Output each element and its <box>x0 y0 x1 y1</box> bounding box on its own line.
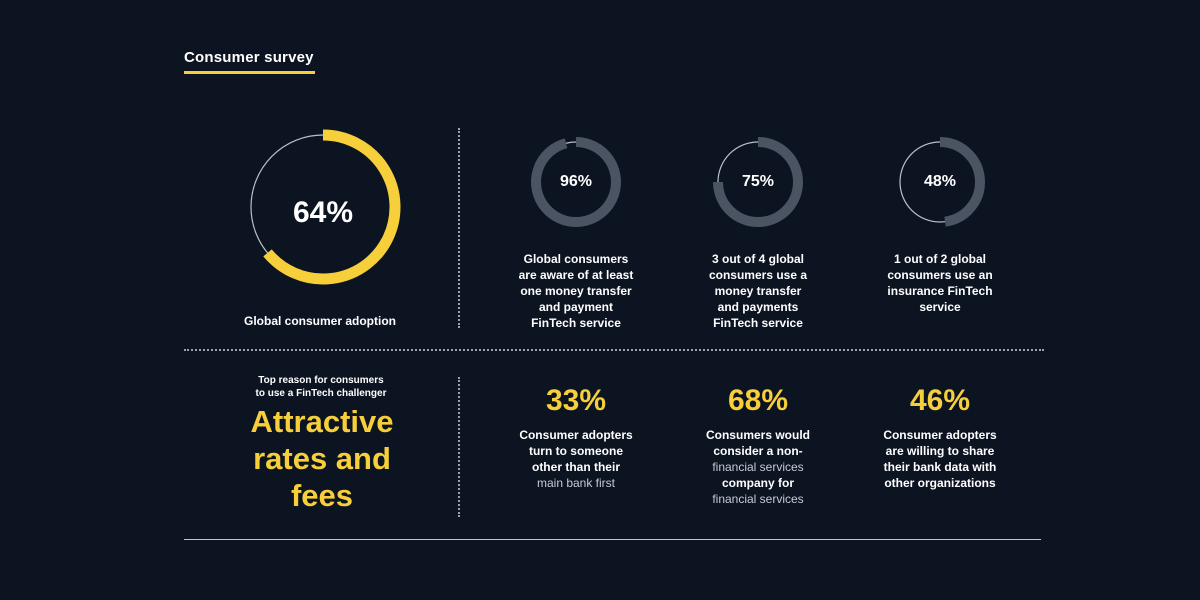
donut-money-transfer-value: 75% <box>741 173 775 190</box>
caption-line: consumers use a <box>708 268 808 282</box>
horizontal-divider <box>184 349 1044 351</box>
caption-line: main bank first <box>536 476 616 490</box>
stat-value-data-sharing: 46% <box>909 384 971 417</box>
vertical-divider-bottom <box>458 377 460 517</box>
caption-awareness: Global consumers are aware of at least o… <box>500 251 652 331</box>
reason-label-line: Top reason for consumers <box>258 375 384 386</box>
caption-line: their bank data with <box>883 460 997 474</box>
caption-insurance: 1 out of 2 global consumers use an insur… <box>864 251 1016 315</box>
donut-money-transfer <box>713 137 803 227</box>
caption-line: financial services <box>712 492 804 506</box>
caption-line: FinTech service <box>531 316 621 330</box>
caption-line: FinTech service <box>713 316 803 330</box>
caption-line: 3 out of 4 global <box>712 252 804 266</box>
caption-money-transfer: 3 out of 4 global consumers use a money … <box>682 251 834 331</box>
stat-caption-nonfinancial: Consumers would consider a non- financia… <box>677 427 839 507</box>
reason-value: Attractive rates and fees <box>224 403 420 514</box>
reason-value-line: fees <box>290 478 354 513</box>
caption-line: are willing to share <box>885 444 995 458</box>
caption-line: Global consumer adoption <box>243 314 396 328</box>
stat-caption-bank: Consumer adopters turn to someone other … <box>495 427 657 491</box>
caption-adoption: Global consumer adoption <box>230 313 410 329</box>
reason-label: Top reason for consumers to use a FinTec… <box>236 374 406 400</box>
caption-line: financial services <box>712 460 804 474</box>
vertical-divider-top <box>458 128 460 328</box>
caption-line: insurance FinTech <box>887 284 993 298</box>
caption-line: other than their <box>531 460 620 474</box>
caption-line: consider a non- <box>713 444 803 458</box>
caption-line: Consumer adopters <box>883 428 997 442</box>
donut-value-arc <box>713 137 803 227</box>
caption-line: other organizations <box>884 476 996 490</box>
caption-line: and payment <box>538 300 613 314</box>
caption-line: Consumers would <box>705 428 810 442</box>
caption-line: money transfer <box>714 284 802 298</box>
reason-value-line: rates and <box>253 441 391 476</box>
reason-value-line: Attractive <box>250 404 394 439</box>
donut-value-arc <box>939 137 985 227</box>
donut-awareness-value: 96% <box>559 173 593 190</box>
stat-caption-data-sharing: Consumer adopters are willing to share t… <box>859 427 1021 491</box>
title-underline <box>184 71 315 74</box>
donut-adoption-value: 64% <box>292 196 354 229</box>
caption-line: Global consumers <box>523 252 629 266</box>
caption-line: Consumer adopters <box>519 428 633 442</box>
donut-insurance-value: 48% <box>923 173 957 190</box>
caption-line: one money transfer <box>520 284 632 298</box>
caption-line: and payments <box>717 300 799 314</box>
stat-value-nonfinancial: 68% <box>727 384 789 417</box>
caption-line: are aware of at least <box>518 268 634 282</box>
reason-label-line: to use a FinTech challenger <box>255 388 387 399</box>
stat-value-bank: 33% <box>545 384 607 417</box>
donut-awareness <box>531 137 621 227</box>
caption-line: company for <box>721 476 794 490</box>
caption-line: service <box>919 300 961 314</box>
donut-adoption <box>250 129 401 285</box>
donut-value-arc <box>531 137 621 227</box>
caption-line: 1 out of 2 global <box>894 252 986 266</box>
donut-value-arc <box>263 129 401 285</box>
page-title: Consumer survey <box>184 49 314 66</box>
caption-line: consumers use an <box>887 268 993 282</box>
donut-insurance <box>899 137 985 227</box>
bottom-rule <box>184 539 1041 540</box>
caption-line: turn to someone <box>528 444 623 458</box>
